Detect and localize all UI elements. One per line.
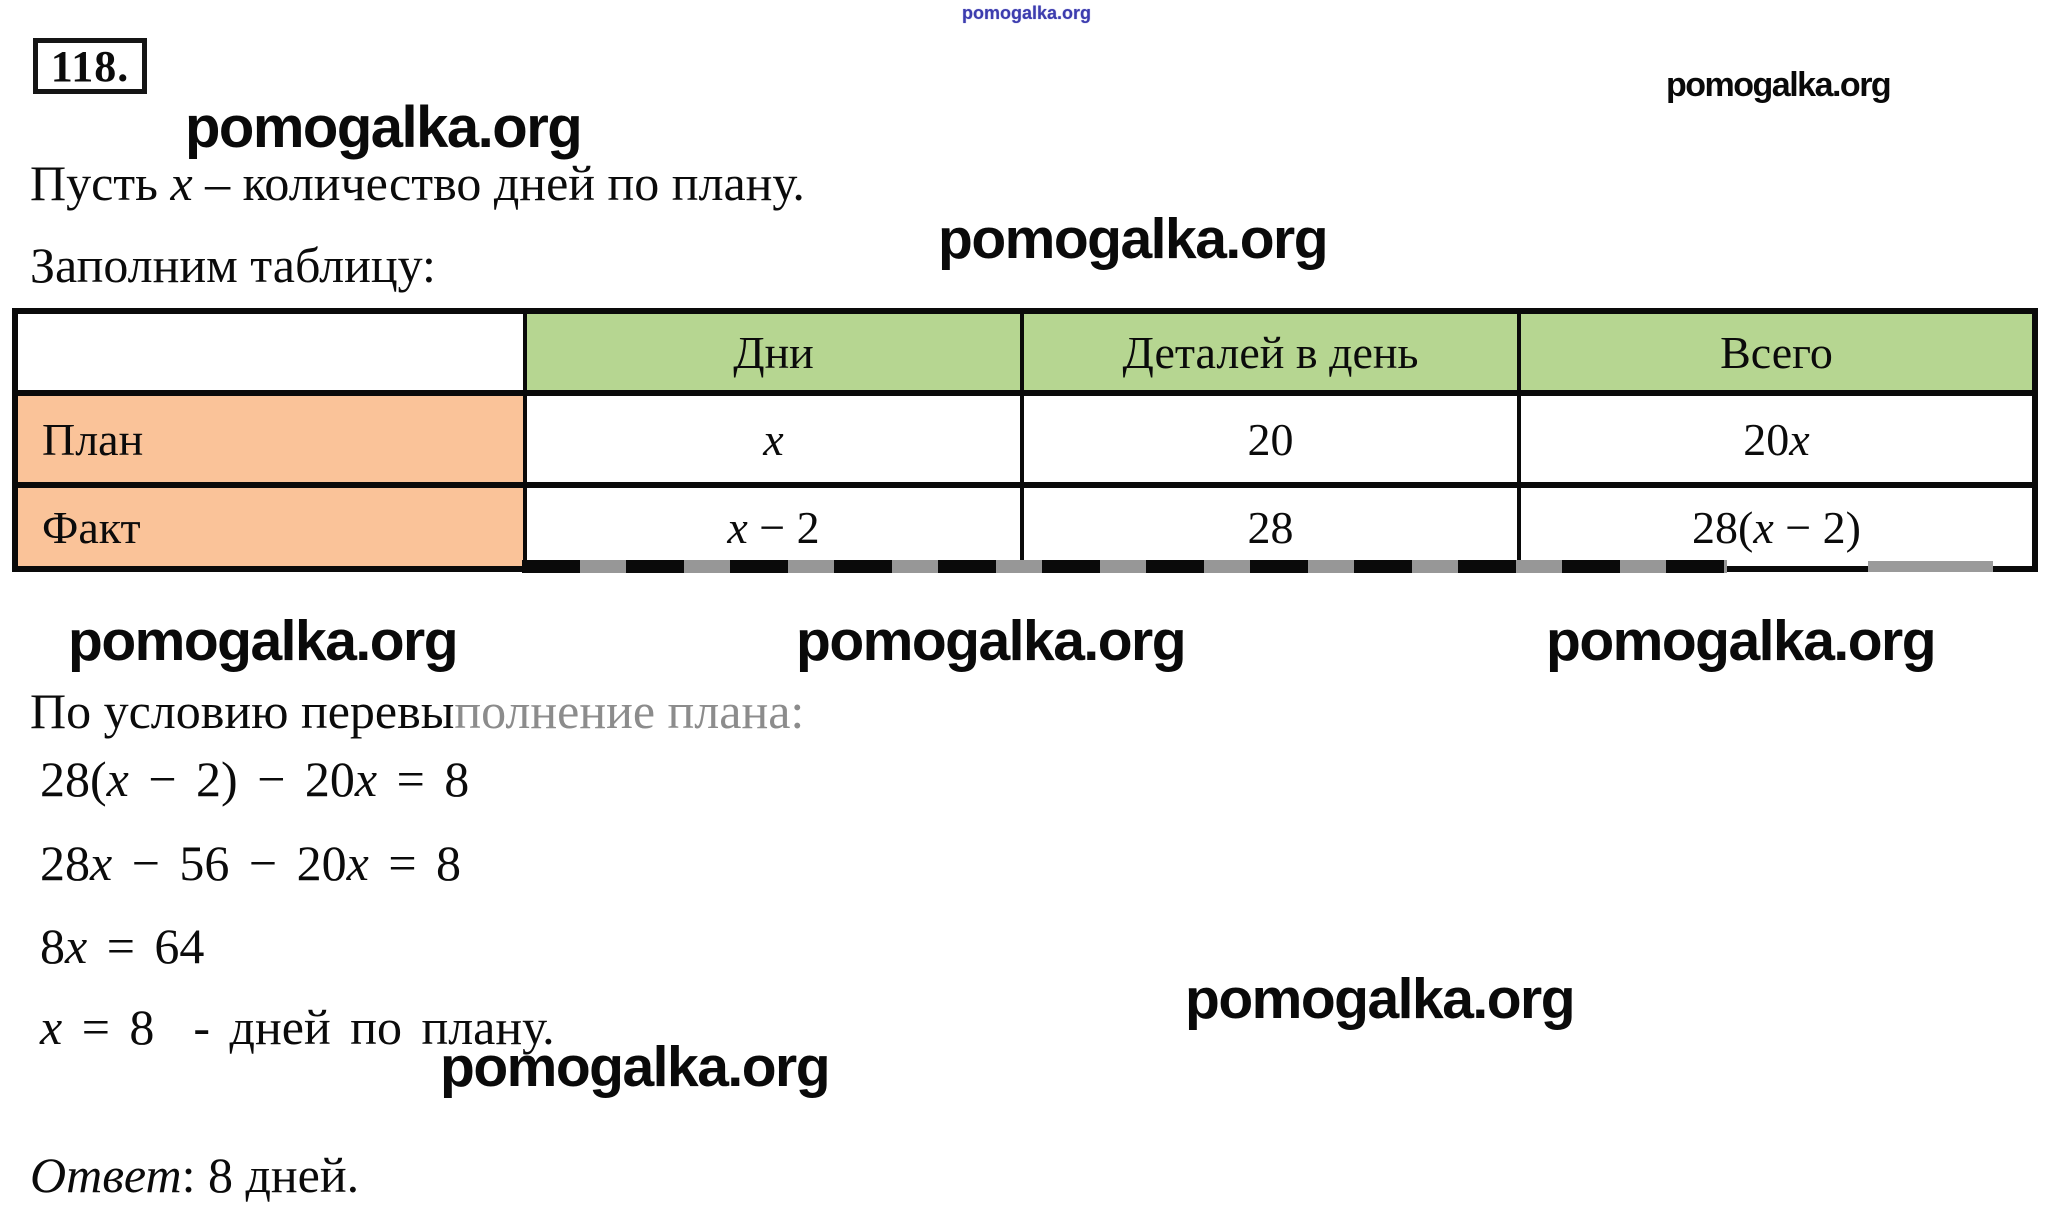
table-row-plan: План x 20 20x xyxy=(13,390,2037,488)
solution-table: Дни Деталей в день Всего План x 20 20x Ф… xyxy=(12,308,2038,572)
condition-text: По условию перевыполнение плана: xyxy=(30,682,804,740)
text-segment: = 8 - дней по плану. xyxy=(62,999,555,1055)
text-segment: − 2 xyxy=(747,501,820,553)
text-segment: = 8 xyxy=(368,835,462,891)
answer-text: Ответ: 8 дней. xyxy=(30,1146,359,1204)
text-segment: : 8 дней. xyxy=(181,1147,360,1203)
watermark-bottom-center: pomogalka.org xyxy=(440,1035,831,1099)
problem-number-box: 118. xyxy=(33,38,147,94)
math-variable: x xyxy=(90,835,113,891)
equation-line-4: x = 8 - дней по плану. xyxy=(40,998,555,1056)
math-variable: x xyxy=(1789,413,1810,465)
cell-fact-days: x − 2 xyxy=(523,482,1024,572)
cell-plan-total: 20x xyxy=(1517,390,2037,488)
text-segment: 28( xyxy=(40,751,107,807)
math-variable: x xyxy=(65,918,88,974)
watermark-below-table-right: pomogalka.org xyxy=(1546,609,1937,673)
math-variable: x xyxy=(727,501,748,553)
table-header-days: Дни xyxy=(523,308,1024,396)
watermark-artifact-gray-bar xyxy=(1868,561,1993,572)
table-header-per-day: Деталей в день xyxy=(1020,308,1521,396)
text-segment: − 56 − 20 xyxy=(112,835,347,891)
text-segment: 28 xyxy=(40,835,90,891)
text-segment: = 8 xyxy=(377,751,470,807)
cell-fact-per-day: 28 xyxy=(1020,482,1521,572)
table-header-empty-cell xyxy=(13,308,527,396)
intro-text: Пусть x – количество дней по плану. xyxy=(30,154,805,212)
table-header-row: Дни Деталей в день Всего xyxy=(13,308,2037,396)
text-segment: − 2) − 20 xyxy=(128,751,355,807)
math-variable: x xyxy=(354,751,378,807)
watermark-below-table-left: pomogalka.org xyxy=(68,609,459,673)
math-variable: x xyxy=(40,999,63,1055)
text-segment: = 64 xyxy=(87,918,205,974)
text-segment: 20 xyxy=(1743,413,1790,465)
equation-line-2: 28x − 56 − 20x = 8 xyxy=(40,834,461,892)
cell-plan-days: x xyxy=(523,390,1024,488)
cell-fact-total: 28(x − 2) xyxy=(1517,482,2037,572)
text-segment: 28( xyxy=(1691,501,1754,553)
math-variable: x xyxy=(106,751,129,807)
table-row-fact: Факт x − 2 28 28(x − 2) xyxy=(13,482,2037,572)
watermark-bottom-right: pomogalka.org xyxy=(1185,967,1576,1031)
text-segment: 28 xyxy=(1247,501,1294,553)
watermark-under-number: pomogalka.org xyxy=(185,95,583,160)
table-header-total: Всего xyxy=(1517,308,2037,396)
text-segment: По условию перевы xyxy=(30,683,455,739)
equation-line-1: 28(x − 2) − 20x = 8 xyxy=(40,750,469,808)
math-variable: x xyxy=(170,155,193,211)
text-segment: 8 xyxy=(40,918,65,974)
text-segment: − 2) xyxy=(1773,501,1861,553)
row-label-fact: Факт xyxy=(13,482,527,572)
text-segment: – количество дней по плану. xyxy=(192,155,805,211)
watermark-below-table-center: pomogalka.org xyxy=(796,609,1187,673)
math-variable: Ответ xyxy=(30,1147,182,1203)
fill-table-label: Заполним таблицу: xyxy=(30,237,436,293)
watermark-top-center-small: pomogalka.org xyxy=(962,3,1092,23)
row-label-plan: План xyxy=(13,390,527,488)
text-segment: 20 xyxy=(1247,413,1294,465)
equation-line-3: 8x = 64 xyxy=(40,917,204,975)
math-variable: x xyxy=(1753,501,1774,553)
text-segment: полнение плана: xyxy=(454,683,805,739)
math-variable: x xyxy=(763,413,784,465)
cell-plan-per-day: 20 xyxy=(1020,390,1521,488)
watermark-top-right: pomogalka.org xyxy=(1666,66,1892,104)
problem-number: 118. xyxy=(50,41,130,91)
watermark-artifact-dashes xyxy=(522,560,1727,573)
text-segment: Пусть xyxy=(30,155,171,211)
math-variable: x xyxy=(346,835,369,891)
watermark-mid-top: pomogalka.org xyxy=(938,207,1329,271)
